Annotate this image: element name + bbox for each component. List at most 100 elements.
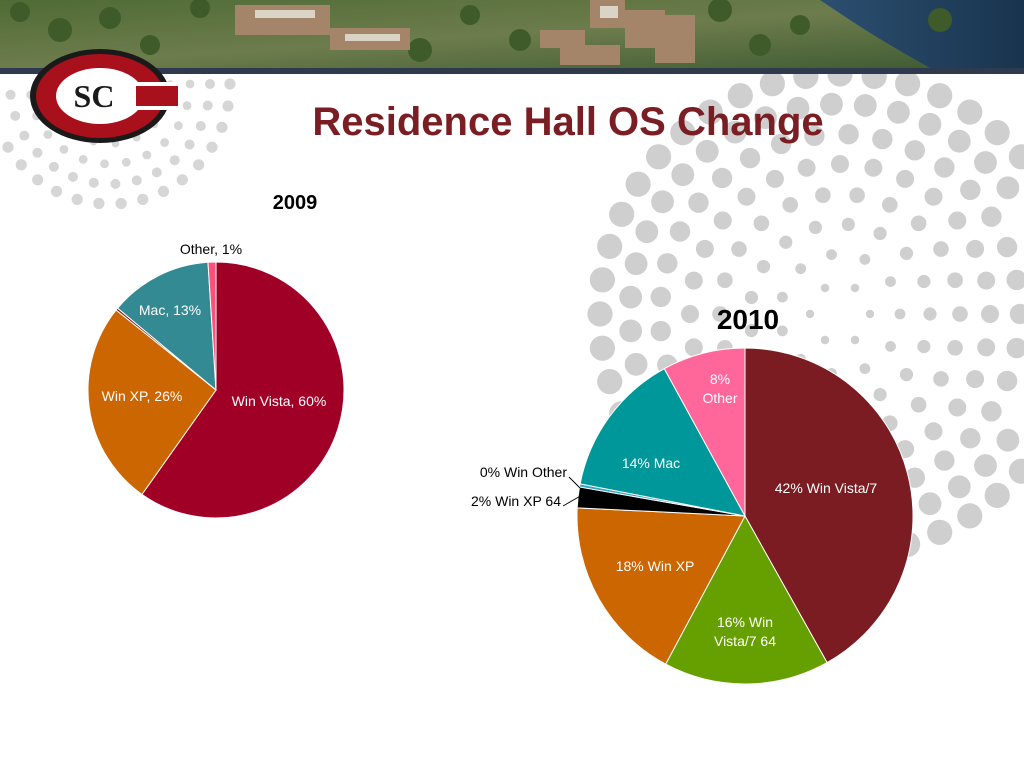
decorative-dot <box>587 301 613 327</box>
decorative-dot <box>110 178 121 189</box>
pie-slice <box>116 261 217 392</box>
decorative-dot <box>78 155 88 164</box>
decorative-dot <box>895 74 921 97</box>
decorative-dot <box>934 157 955 178</box>
decorative-dot <box>695 139 719 163</box>
decorative-dot <box>815 187 831 203</box>
decorative-dot <box>952 306 968 322</box>
decorative-dot <box>859 254 871 265</box>
decorative-dot <box>805 309 815 319</box>
decorative-dot <box>737 187 756 206</box>
banner-divider <box>0 68 1024 74</box>
pie-slice <box>87 309 217 496</box>
decorative-dot <box>859 363 871 374</box>
decorative-dot <box>984 120 1010 146</box>
decorative-dot <box>966 370 985 389</box>
banner-photo <box>0 0 1024 68</box>
decorative-dot <box>744 290 759 305</box>
decorative-dot <box>882 197 898 213</box>
decorative-dot <box>786 96 810 120</box>
decorative-dot <box>820 283 830 293</box>
decorative-dot <box>723 120 747 144</box>
pie-slice <box>207 261 217 391</box>
decorative-dot <box>947 129 971 153</box>
decorative-dot <box>1008 144 1024 170</box>
decorative-dot <box>1009 303 1024 325</box>
decorative-dot <box>688 192 709 213</box>
pie-chart-2010: 2010 42% Win Vista/7 16% Win Vista/7 64 18%… <box>471 304 914 685</box>
decorative-dot <box>43 130 53 139</box>
decorative-dot <box>782 197 798 213</box>
decorative-dot <box>1006 337 1024 359</box>
decorative-dot <box>619 285 643 309</box>
decorative-dot <box>176 174 188 186</box>
decorative-dot <box>15 159 27 171</box>
decorative-dot <box>1006 269 1024 291</box>
decorative-dot <box>957 503 983 529</box>
header-banner <box>0 0 1024 68</box>
decorative-dot <box>894 308 906 320</box>
decorative-dot <box>831 155 849 173</box>
decorative-dot <box>896 169 915 188</box>
decorative-dot <box>195 121 206 131</box>
decorative-dot <box>981 401 1002 422</box>
decorative-dot <box>137 193 149 205</box>
decorative-dot <box>923 307 937 321</box>
decorative-dot <box>695 239 714 258</box>
leader-line <box>568 476 581 489</box>
decorative-dot <box>589 335 616 361</box>
decorative-dot <box>849 187 865 203</box>
decorative-dot <box>174 121 183 130</box>
decorative-dot <box>727 83 753 109</box>
pie-slice-label: Win Vista, 60% <box>232 393 327 409</box>
decorative-dot <box>115 197 127 210</box>
decorative-dot <box>981 305 999 323</box>
pie-slice-label: 16% Win Vista/7 64 <box>714 614 776 649</box>
pie-slice <box>576 507 746 665</box>
decorative-dot <box>910 396 927 413</box>
decorative-dot <box>960 179 981 200</box>
decorative-dot <box>765 169 784 188</box>
decorative-dot <box>793 74 819 89</box>
decorative-dot <box>93 197 105 210</box>
decorative-dot <box>759 74 785 97</box>
decorative-dot <box>609 201 635 227</box>
decorative-dot <box>947 272 963 288</box>
decorative-dot <box>2 141 14 153</box>
decorative-dot <box>625 171 651 197</box>
decorative-dot <box>10 110 21 121</box>
decorative-dot <box>808 220 823 234</box>
pie-slice-label: 42% Win Vista/7 <box>775 480 878 496</box>
decorative-dot <box>184 139 195 150</box>
decorative-dot <box>850 283 860 293</box>
decorative-dot <box>899 368 914 382</box>
pie-slice <box>141 261 345 519</box>
decorative-dot <box>899 246 914 260</box>
decorative-dot <box>121 157 131 167</box>
decorative-dot <box>71 193 83 205</box>
decorative-dot <box>947 340 963 356</box>
decorative-dot <box>589 267 616 293</box>
decorative-dot <box>826 249 837 260</box>
chart-title-2010: 2010 <box>717 304 779 335</box>
decorative-dot <box>779 235 793 249</box>
decorative-dot <box>904 140 925 161</box>
decorative-dot <box>918 112 942 136</box>
pie-slice-label: Win XP, 26% <box>102 388 183 404</box>
pie-slice-label: Mac, 13% <box>139 302 201 318</box>
decorative-dot <box>872 128 893 150</box>
decorative-dot <box>671 163 695 187</box>
decorative-dot <box>756 260 771 274</box>
university-logo: SC <box>30 49 178 143</box>
decorative-dot <box>684 338 703 357</box>
pie-slice-label: 0% Win Other <box>480 464 567 480</box>
pie-slice-label: Other, 1% <box>180 241 242 257</box>
decorative-dot <box>977 338 996 357</box>
chart-title-2009: 2009 <box>273 192 318 214</box>
decorative-dot <box>934 450 955 471</box>
decorative-dot <box>142 150 152 160</box>
decorative-dot <box>624 352 648 376</box>
decorative-dot <box>19 130 30 141</box>
decorative-dot <box>917 274 931 289</box>
